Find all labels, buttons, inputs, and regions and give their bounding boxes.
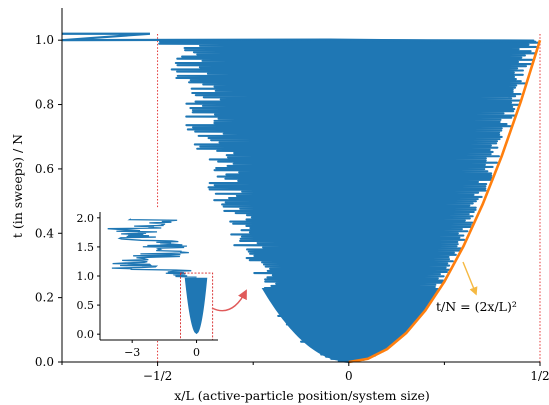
bound-curve — [348, 39, 542, 364]
inset-x-tick-label-1: 0 — [193, 346, 200, 359]
inset-x-tick-label-0: −3 — [124, 346, 140, 359]
y-tick-label-5: 1.0 — [35, 33, 54, 47]
main-ticks: 0.0 0.2 0.4 0.6 0.8 1.0 −1/2 0 1/2 — [35, 33, 549, 383]
inset-y-tick-label-1: 0.5 — [77, 299, 95, 312]
main-axes — [61, 8, 540, 363]
y-tick-label-0: 0.0 — [35, 355, 54, 369]
inset-y-tick-label-3: 1.5 — [77, 241, 95, 254]
inset-dense-region — [184, 277, 208, 335]
formula-arrow — [462, 261, 478, 296]
x-tick-label-0: −1/2 — [143, 369, 172, 383]
formula-annotation: t/N = (2x/L)² — [436, 299, 517, 314]
inset-ticks: 0.0 0.5 1.0 1.5 2.0 −3 0 — [77, 212, 201, 359]
x-tick-label-1: 0 — [345, 369, 353, 383]
x-tick-label-2: 1/2 — [530, 369, 549, 383]
y-tick-label-4: 0.8 — [35, 98, 54, 112]
inset-trajectory-path — [107, 218, 197, 278]
y-tick-label-1: 0.2 — [35, 291, 54, 305]
zoom-arrow — [211, 289, 247, 312]
trajectory-upper-segment — [61, 32, 537, 43]
y-tick-label-3: 0.6 — [35, 162, 54, 176]
inset-trajectory — [107, 218, 208, 335]
y-tick-label-2: 0.4 — [35, 226, 54, 240]
x-axis-label: x/L (active-particle position/system siz… — [174, 388, 430, 403]
inset-y-tick-label-0: 0.0 — [77, 328, 95, 341]
inset-zoom-box — [180, 272, 214, 341]
inset-y-tick-label-2: 1.0 — [77, 270, 95, 283]
inset-chart: 0.0 0.5 1.0 1.5 2.0 −3 0 — [77, 208, 220, 359]
inset-y-tick-label-4: 2.0 — [77, 212, 95, 225]
y-axis-label: t (in sweeps) / N — [10, 134, 25, 238]
